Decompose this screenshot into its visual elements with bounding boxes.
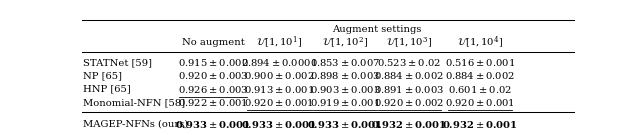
Text: $0.903 \pm 0.003$: $0.903 \pm 0.003$ — [310, 84, 380, 95]
Text: $0.915 \pm 0.002$: $0.915 \pm 0.002$ — [178, 57, 248, 68]
Text: $0.920 \pm 0.003$: $0.920 \pm 0.003$ — [178, 70, 248, 81]
Text: $\mathbf{0.933} \pm \mathbf{0.001}$: $\mathbf{0.933} \pm \mathbf{0.001}$ — [307, 119, 383, 130]
Text: HNP [65]: HNP [65] — [83, 85, 131, 94]
Text: No augment: No augment — [182, 38, 244, 47]
Text: $\mathbf{0.932} \pm \mathbf{0.001}$: $\mathbf{0.932} \pm \mathbf{0.001}$ — [442, 119, 518, 130]
Text: $0.516 \pm 0.001$: $0.516 \pm 0.001$ — [445, 57, 515, 68]
Text: $\mathbf{0.933} \pm \mathbf{0.001}$: $\mathbf{0.933} \pm \mathbf{0.001}$ — [241, 119, 317, 130]
Text: $0.926 \pm 0.003$: $0.926 \pm 0.003$ — [178, 84, 248, 95]
Text: $0.853 \pm 0.007$: $0.853 \pm 0.007$ — [310, 57, 380, 68]
Text: $0.523 \pm 0.02$: $0.523 \pm 0.02$ — [378, 57, 442, 68]
Text: $0.913 \pm 0.001$: $0.913 \pm 0.001$ — [244, 84, 314, 95]
Text: $0.894 \pm 0.0001$: $0.894 \pm 0.0001$ — [241, 57, 317, 68]
Text: $\mathbf{0.932} \pm \mathbf{0.001}$: $\mathbf{0.932} \pm \mathbf{0.001}$ — [371, 119, 447, 130]
Text: STATNet [59]: STATNet [59] — [83, 58, 152, 67]
Text: $0.898 \pm 0.003$: $0.898 \pm 0.003$ — [310, 70, 380, 81]
Text: Monomial-NFN [58]: Monomial-NFN [58] — [83, 98, 185, 107]
Text: $0.884 \pm 0.002$: $0.884 \pm 0.002$ — [374, 70, 444, 81]
Text: NP [65]: NP [65] — [83, 71, 122, 80]
Text: MAGEP-NFNs (ours): MAGEP-NFNs (ours) — [83, 120, 188, 129]
Text: $\mathcal{U}[1, 10^3]$: $\mathcal{U}[1, 10^3]$ — [387, 36, 433, 50]
Text: $0.884 \pm 0.002$: $0.884 \pm 0.002$ — [445, 70, 515, 81]
Text: $0.922 \pm 0.001$: $0.922 \pm 0.001$ — [178, 97, 248, 108]
Text: $0.920 \pm 0.001$: $0.920 \pm 0.001$ — [445, 97, 515, 108]
Text: $0.900 \pm 0.002$: $0.900 \pm 0.002$ — [244, 70, 315, 81]
Text: $0.919 \pm 0.001$: $0.919 \pm 0.001$ — [310, 97, 380, 108]
Text: $\mathcal{U}[1, 10^1]$: $\mathcal{U}[1, 10^1]$ — [257, 35, 303, 51]
Text: Augment settings: Augment settings — [332, 25, 421, 34]
Text: $0.920 \pm 0.002$: $0.920 \pm 0.002$ — [374, 97, 445, 108]
Text: $\mathcal{U}[1, 10^2]$: $\mathcal{U}[1, 10^2]$ — [322, 36, 368, 50]
Text: $0.920 \pm 0.001$: $0.920 \pm 0.001$ — [244, 97, 314, 108]
Text: $\mathbf{0.933} \pm \mathbf{0.001}$: $\mathbf{0.933} \pm \mathbf{0.001}$ — [175, 119, 251, 130]
Text: $0.601 \pm 0.02$: $0.601 \pm 0.02$ — [448, 84, 512, 95]
Text: $\mathcal{U}[1, 10^4]$: $\mathcal{U}[1, 10^4]$ — [457, 35, 503, 51]
Text: $0.891 \pm 0.003$: $0.891 \pm 0.003$ — [374, 84, 445, 95]
